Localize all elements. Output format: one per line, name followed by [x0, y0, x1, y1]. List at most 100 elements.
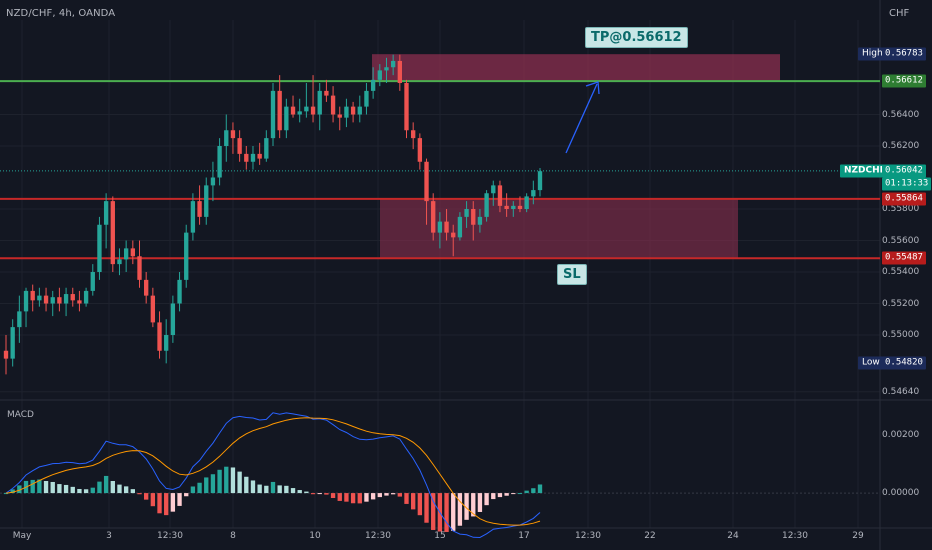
candle-body [43, 295, 49, 304]
candle-body [184, 232, 189, 280]
arrow-head [585, 81, 600, 95]
candle-body [404, 83, 409, 131]
macd-histogram-bar [471, 493, 476, 517]
candle-body [177, 279, 182, 304]
macd-histogram-bar [50, 481, 55, 494]
candle-body [117, 259, 122, 265]
macd-histogram-bar [123, 486, 129, 494]
time-tick-label: 22 [644, 531, 656, 541]
macd-histogram-bar [43, 481, 49, 494]
low-badge: 0.54820 [882, 356, 926, 370]
candle-body [3, 350, 9, 359]
candle-body [357, 106, 362, 115]
macd-tick-label: 0.00200 [882, 429, 920, 440]
arrow-shaft [565, 83, 598, 154]
candle-body [364, 90, 369, 107]
high-label: High [858, 47, 887, 61]
currency-label: CHF [889, 8, 910, 19]
entry-price-badge: 0.55864 [882, 192, 926, 206]
sl-callout[interactable]: SL [557, 264, 587, 285]
candle-body [210, 177, 216, 186]
candles [3, 54, 543, 375]
macd-histogram-bar [10, 489, 15, 494]
level-lines [0, 80, 880, 260]
macd-histogram-bar [97, 481, 102, 494]
macd-histogram-bar [411, 493, 416, 510]
candle-body [164, 335, 169, 351]
macd-histogram-bar [511, 493, 516, 495]
macd-histogram-bar [364, 493, 369, 502]
candle-body [344, 106, 349, 118]
candle-body [317, 90, 322, 115]
time-tick-label: 12:30 [575, 531, 601, 541]
candle-body [224, 130, 229, 146]
macd-histogram-bar [204, 477, 209, 494]
macd-histogram-bar [537, 484, 543, 494]
macd-histogram-bar [270, 481, 276, 494]
candle-body [464, 209, 469, 217]
candle-body [150, 295, 156, 323]
macd-pane [0, 412, 880, 539]
macd-histogram-bar [230, 467, 236, 494]
macd-histogram-bar [103, 475, 109, 494]
macd-histogram-bar [150, 493, 156, 507]
macd-histogram-bar [210, 474, 216, 494]
candle-body [250, 153, 256, 162]
candle-body [437, 221, 443, 233]
candle-body [491, 185, 496, 194]
candle-body [103, 201, 109, 225]
macd-histogram-bar [190, 486, 196, 494]
candle-body [504, 205, 509, 209]
candle-body [70, 294, 75, 301]
candle-body [144, 279, 149, 296]
macd-tick-label: 0.00000 [882, 488, 920, 499]
target-arrow [565, 81, 600, 154]
candle-body [50, 297, 55, 304]
tp-callout[interactable]: TP@0.56612 [585, 27, 688, 48]
candle-body [197, 201, 202, 217]
macd-histogram-bar [310, 493, 316, 495]
macd-histogram-bar [164, 493, 169, 516]
candle-body [83, 290, 89, 304]
candle-body [123, 248, 129, 260]
candle-body [110, 201, 115, 265]
macd-histogram-bar [451, 493, 456, 531]
macd-histogram-bar [57, 484, 62, 494]
macd-histogram-bar [244, 476, 249, 494]
time-tick-label: 10 [309, 531, 321, 541]
macd-histogram-bar [217, 469, 222, 494]
candle-body [517, 205, 523, 209]
macd-histogram-bar [130, 489, 135, 494]
macd-histogram-bar [431, 493, 436, 530]
macd-histogram-bar [491, 493, 496, 500]
candle-body [417, 138, 423, 162]
candle-body [444, 221, 449, 233]
candle-body [277, 90, 282, 131]
macd-histogram-bar [337, 493, 342, 501]
price-tick-label: 0.55400 [882, 267, 920, 277]
candle-body [57, 297, 62, 304]
candle-body [77, 300, 82, 304]
macd-histogram-bar [264, 485, 269, 494]
macd-histogram-bar [157, 493, 162, 514]
candle-body [63, 294, 69, 304]
macd-histogram-bar [170, 493, 176, 512]
candle-body [244, 153, 249, 162]
low-label: Low [858, 356, 884, 370]
price-tick-label: 0.54640 [882, 386, 920, 397]
macd-histogram-bar [77, 488, 82, 494]
candle-body [217, 146, 222, 178]
macd-histogram-bar [290, 488, 296, 494]
candle-body [531, 190, 536, 197]
candle-body [10, 327, 15, 359]
macd-histogram-bar [257, 484, 262, 494]
candle-body [23, 290, 29, 312]
candle-body [324, 90, 329, 96]
macd-label: MACD [7, 410, 34, 420]
high-badge: 0.56783 [882, 47, 926, 61]
candle-body [431, 201, 436, 233]
time-tick-label: 8 [230, 531, 236, 541]
candle-body [511, 205, 516, 209]
macd-histogram-bar [17, 485, 22, 494]
